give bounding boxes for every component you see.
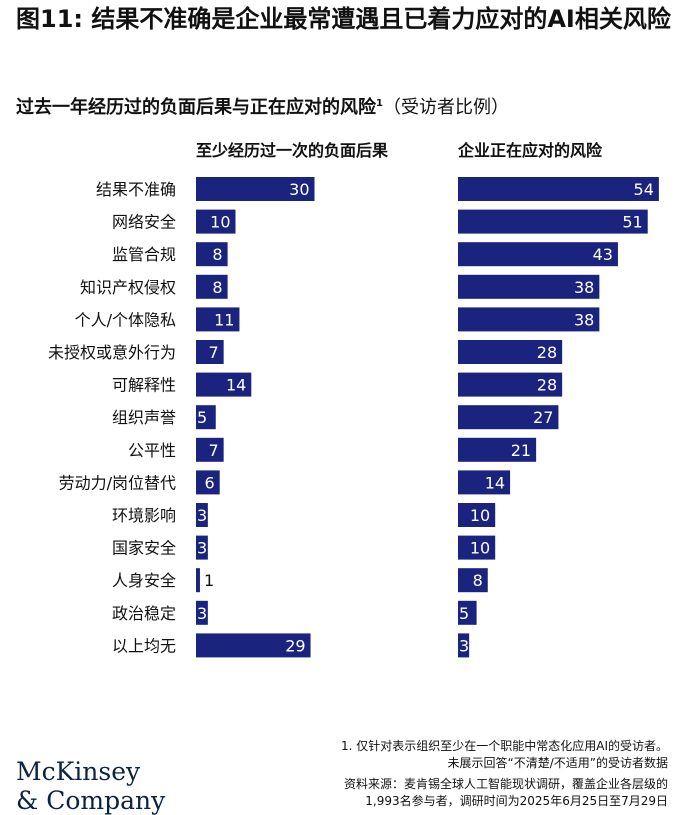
- data-label-experienced: 3: [197, 506, 207, 525]
- data-label-experienced: 1: [204, 571, 214, 590]
- data-label-experienced: 8: [212, 278, 222, 297]
- bar-experienced: [196, 470, 220, 495]
- bar-mitigating: [458, 372, 563, 397]
- category-label: 人身安全: [112, 571, 176, 590]
- data-label-mitigating: 21: [511, 441, 531, 460]
- data-label-mitigating: 54: [634, 180, 654, 199]
- data-label-mitigating: 43: [593, 245, 613, 264]
- category-label: 国家安全: [112, 539, 176, 558]
- bar-mitigating: [458, 633, 470, 658]
- data-label-experienced: 10: [210, 213, 230, 232]
- bar-experienced: [196, 600, 208, 625]
- category-label: 可解释性: [112, 376, 176, 395]
- data-label-mitigating: 28: [537, 376, 557, 395]
- logo-line-2: & Company: [16, 786, 166, 815]
- data-label-experienced: 7: [208, 343, 218, 362]
- bar-experienced: [196, 209, 236, 234]
- data-label-experienced: 29: [285, 636, 305, 655]
- subtitle-footnote-marker: 1: [376, 98, 383, 109]
- source-note: 资料来源：麦肯锡全球人工智能现状调研，覆盖企业各层级的 1,993名参与者，调研…: [344, 776, 668, 810]
- chart-subtitle: 过去一年经历过的负面后果与正在应对的风险1（受访者比例）: [16, 92, 676, 120]
- bar-mitigating: [458, 568, 488, 593]
- category-label: 网络安全: [112, 213, 176, 232]
- bar-mitigating: [458, 600, 477, 625]
- category-label: 知识产权侵权: [80, 278, 176, 297]
- logo-line-1: McKinsey: [16, 757, 141, 786]
- bar-mitigating: [458, 405, 559, 430]
- chart-title: 图11: 结果不准确是企业最常遭遇且已着力应对的AI相关风险: [16, 5, 671, 33]
- data-label-mitigating: 28: [537, 343, 557, 362]
- data-label-experienced: 30: [289, 180, 309, 199]
- category-label: 监管合规: [112, 245, 176, 264]
- data-label-experienced: 5: [197, 408, 207, 427]
- bar-experienced: [196, 437, 224, 462]
- series-header-mitigating: 企业正在应对的风险: [458, 141, 603, 160]
- bar-mitigating: [458, 209, 648, 234]
- footnote: 1. 仅针对表示组织至少在一个职能中常态化应用AI的受访者。 未展示回答“不清楚…: [341, 738, 668, 772]
- footnote-line-1: 1. 仅针对表示组织至少在一个职能中常态化应用AI的受访者。: [340, 739, 668, 753]
- bar-experienced: [196, 568, 200, 593]
- data-label-experienced: 3: [197, 539, 207, 558]
- data-label-experienced: 6: [205, 473, 215, 492]
- category-label: 政治稳定: [112, 604, 176, 623]
- data-label-experienced: 7: [208, 441, 218, 460]
- bar-mitigating: [458, 177, 659, 201]
- bar-mitigating: [458, 340, 563, 364]
- subtitle-text: 过去一年经历过的负面后果与正在应对的风险: [16, 97, 376, 118]
- footnote-line-2: 未展示回答“不清楚/不适用”的受访者数据: [447, 756, 668, 770]
- category-label: 劳动力/岗位替代: [59, 473, 176, 492]
- data-label-mitigating: 27: [533, 408, 553, 427]
- category-label: 结果不准确: [96, 180, 176, 199]
- data-label-experienced: 8: [212, 245, 222, 264]
- bar-mitigating: [458, 535, 496, 560]
- data-label-mitigating: 10: [470, 506, 490, 525]
- data-label-experienced: 14: [226, 376, 246, 395]
- bar-mitigating: [458, 437, 537, 462]
- bar-experienced: [196, 405, 216, 430]
- bar-experienced: [196, 372, 252, 397]
- category-label: 环境影响: [112, 506, 176, 525]
- data-label-mitigating: 3: [459, 636, 469, 655]
- bar-experienced: [196, 307, 240, 332]
- bar-experienced: [196, 503, 208, 527]
- source-line-2: 1,993名参与者，调研时间为2025年6月25日至7月29日: [365, 794, 668, 808]
- category-label: 未授权或意外行为: [48, 343, 176, 362]
- bar-mitigating: [458, 242, 618, 267]
- data-label-mitigating: 5: [459, 604, 469, 623]
- data-label-mitigating: 10: [470, 539, 490, 558]
- subtitle-note: （受访者比例）: [382, 97, 509, 118]
- category-label: 以上均无: [112, 636, 176, 655]
- category-label: 组织声誉: [112, 408, 176, 427]
- category-label: 个人/个体隐私: [75, 310, 176, 329]
- bar-mitigating: [458, 470, 511, 495]
- bar-experienced: [196, 535, 208, 560]
- mckinsey-logo: McKinsey & Company: [16, 757, 165, 815]
- category-label: 公平性: [128, 441, 176, 460]
- bar-experienced: [196, 177, 315, 201]
- bar-mitigating: [458, 274, 600, 299]
- data-label-mitigating: 38: [574, 278, 594, 297]
- data-label-mitigating: 14: [485, 473, 505, 492]
- data-label-mitigating: 38: [574, 310, 594, 329]
- series-header-experienced: 至少经历过一次的负面后果: [196, 141, 389, 160]
- data-label-mitigating: 51: [622, 213, 642, 232]
- data-label-mitigating: 8: [473, 571, 483, 590]
- bar-experienced: [196, 242, 228, 267]
- bar-experienced: [196, 274, 228, 299]
- source-line-1: 资料来源：麦肯锡全球人工智能现状调研，覆盖企业各层级的: [343, 777, 668, 791]
- bar-experienced: [196, 633, 311, 658]
- bar-mitigating: [458, 307, 600, 332]
- data-label-experienced: 3: [197, 604, 207, 623]
- bar-experienced: [196, 340, 224, 364]
- bar-mitigating: [458, 503, 496, 527]
- data-label-experienced: 11: [214, 310, 234, 329]
